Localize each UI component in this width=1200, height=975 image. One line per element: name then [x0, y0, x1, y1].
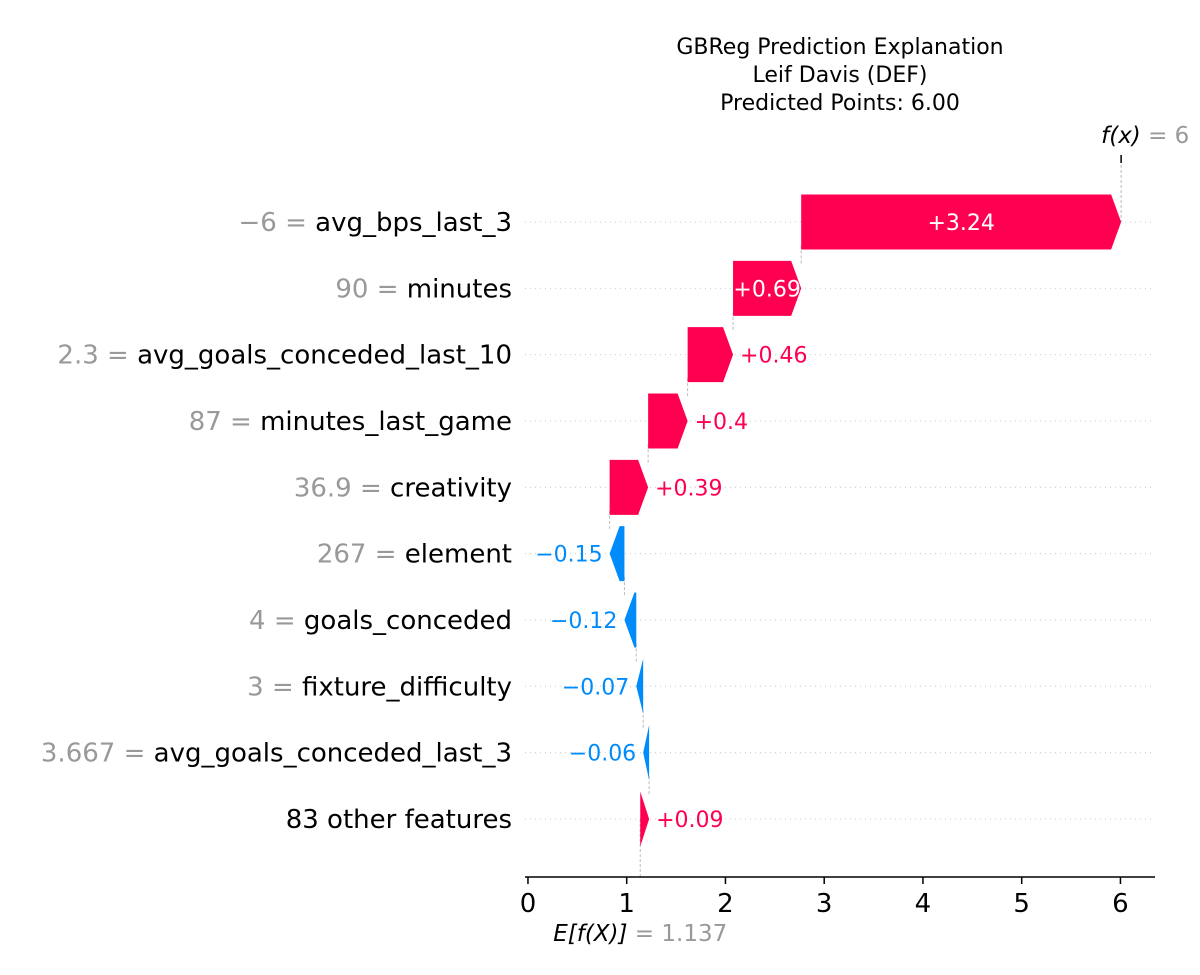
bar-value-label: +0.4	[695, 410, 748, 435]
base-value-annotation: E[f(X)] = 1.137	[553, 921, 727, 947]
base-value-symbol: E[f(X)]	[553, 921, 627, 947]
bar-value-label: −0.15	[535, 543, 602, 568]
x-tick-label: 0	[520, 889, 537, 919]
feature-value: 267 =	[317, 540, 405, 570]
feature-value: 2.3 =	[57, 341, 137, 371]
feature-name: avg_goals_conceded_last_3	[154, 739, 512, 769]
output-value-number: = 6	[1141, 123, 1190, 149]
bar-value-label: −0.07	[562, 675, 629, 700]
output-value-annotation: f(x) = 6	[1101, 123, 1189, 149]
feature-name: goals_conceded	[304, 606, 512, 636]
bar-value-label: +0.39	[655, 476, 722, 501]
gridlines	[525, 221, 1155, 820]
x-tick-label: 6	[1112, 889, 1129, 919]
feature-label: 36.9 = creativity	[294, 473, 512, 503]
feature-value: 87 =	[189, 407, 260, 437]
feature-value: 36.9 =	[294, 473, 390, 503]
x-tick-label: 3	[816, 889, 833, 919]
annotations: E[f(X)] = 1.137 f(x) = 6	[553, 123, 1189, 947]
bar	[801, 194, 1122, 250]
bar	[609, 459, 649, 515]
bar	[733, 260, 802, 316]
feature-name: minutes	[407, 274, 512, 304]
bar-value-label: +0.46	[740, 344, 807, 369]
connector-lines	[609, 155, 1122, 877]
feature-label: 3.667 = avg_goals_conceded_last_3	[41, 739, 512, 769]
bar-value-label: +3.24	[927, 211, 994, 236]
title-line-3: Predicted Points: 6.00	[720, 91, 960, 116]
feature-label: 83 other features	[286, 805, 512, 835]
bar	[624, 592, 637, 648]
feature-labels: −6 = avg_bps_last_3 90 = minutes 2.3 = avg…	[41, 208, 512, 835]
feature-value: −6 =	[239, 208, 316, 238]
x-tick-label: 1	[618, 889, 635, 919]
feature-name: avg_goals_conceded_last_10	[137, 341, 512, 371]
x-tick-label: 4	[915, 889, 932, 919]
output-value-symbol: f(x)	[1101, 123, 1141, 149]
bar-value-label: −0.06	[569, 742, 636, 767]
bar	[648, 393, 688, 449]
bar-value-label: +0.69	[733, 277, 800, 302]
feature-name: element	[405, 540, 512, 570]
chart-title: GBReg Prediction Explanation Leif Davis …	[676, 35, 1003, 116]
x-axis: 0 1 2 3 4 5 6	[520, 155, 1155, 919]
x-tick-label: 5	[1013, 889, 1030, 919]
bar	[643, 725, 650, 781]
feature-label: 90 = minutes	[335, 274, 512, 304]
title-line-2: Leif Davis (DEF)	[753, 63, 928, 88]
feature-name: fixture_difficulty	[302, 672, 512, 702]
feature-value: 3 =	[247, 672, 302, 702]
feature-label: 267 = element	[317, 540, 512, 570]
feature-name: minutes_last_game	[260, 407, 512, 437]
bar	[687, 327, 734, 383]
feature-label: −6 = avg_bps_last_3	[239, 208, 512, 238]
feature-name: avg_bps_last_3	[315, 208, 512, 238]
feature-value: 3.667 =	[41, 739, 154, 769]
feature-label: 4 = goals_conceded	[249, 606, 512, 636]
feature-name: 83 other features	[286, 805, 512, 835]
bar-value-label: +0.09	[656, 808, 723, 833]
title-line-1: GBReg Prediction Explanation	[676, 35, 1003, 60]
bar	[636, 658, 644, 714]
bar	[640, 791, 650, 847]
feature-label: 2.3 = avg_goals_conceded_last_10	[57, 341, 512, 371]
feature-name: creativity	[390, 473, 512, 503]
bar	[609, 526, 625, 582]
x-tick-label: 2	[717, 889, 734, 919]
feature-value: 90 =	[335, 274, 406, 304]
base-value-number: = 1.137	[628, 921, 728, 947]
feature-value: 4 =	[249, 606, 304, 636]
feature-label: 3 = fixture_difficulty	[247, 672, 512, 702]
bars: +3.24 +0.69 +0.46 +0.4 +0.39 −0.15 −0.12 −0.07 −…	[535, 194, 1122, 847]
feature-label: 87 = minutes_last_game	[189, 407, 512, 437]
bar-value-label: −0.12	[550, 609, 617, 634]
